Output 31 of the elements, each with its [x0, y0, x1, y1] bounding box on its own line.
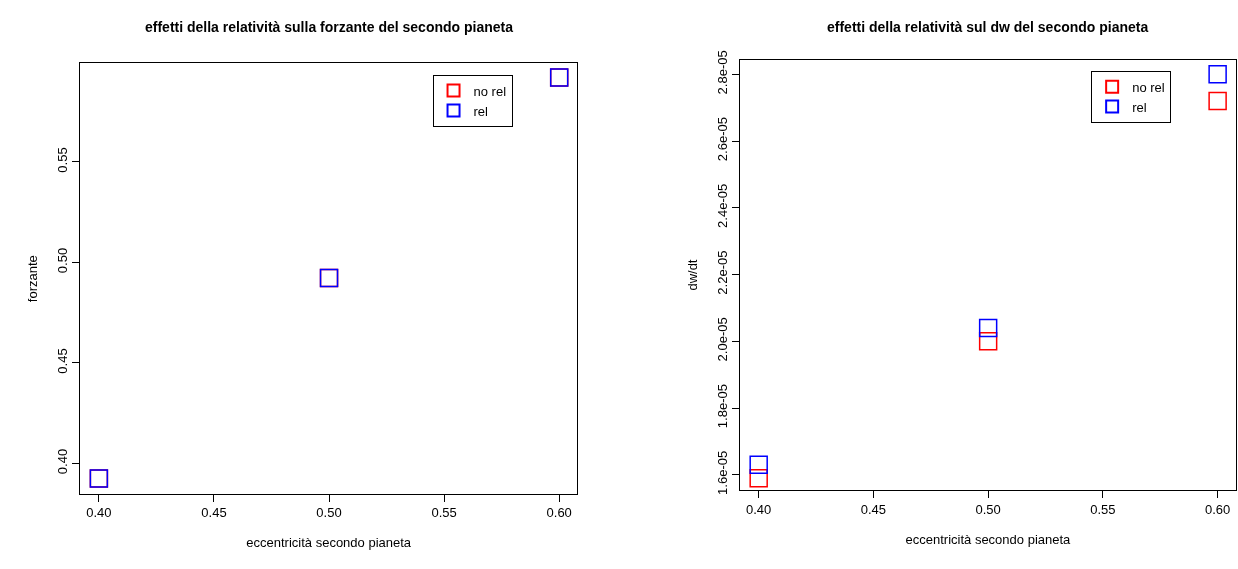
x-tick-label: 0.40 — [746, 502, 772, 518]
legend-label: no rel — [473, 83, 507, 99]
x-tick-label: 0.50 — [316, 505, 342, 521]
x-tick-label: 0.45 — [201, 505, 227, 521]
y-axis-title: forzante — [25, 255, 41, 303]
y-tick-label: 0.55 — [55, 147, 71, 173]
y-tick-label: 0.40 — [55, 448, 71, 475]
y-tick-label: 1.8e-05 — [715, 384, 731, 429]
x-tick-label: 0.55 — [1090, 502, 1116, 518]
y-tick-label: 1.6e-05 — [715, 450, 731, 495]
legend-label: rel — [1132, 99, 1147, 115]
y-tick-label: 2.2e-05 — [715, 250, 731, 295]
x-axis-title: eccentricità secondo pianeta — [246, 535, 412, 551]
x-tick-label: 0.45 — [860, 502, 887, 518]
y-tick-label: 0.50 — [55, 247, 71, 274]
x-tick-label: 0.60 — [1204, 502, 1231, 518]
y-tick-label: 0.45 — [55, 348, 71, 374]
legend-label: rel — [473, 103, 489, 119]
x-axis-title: eccentricità secondo pianeta — [905, 531, 1072, 547]
x-tick-label: 0.50 — [975, 502, 1001, 518]
y-tick-label: 2.0e-05 — [715, 317, 731, 362]
y-tick-label: 2.6e-05 — [715, 117, 731, 162]
chart-title: effetti della relatività sul dw del secondo pianeta — [827, 19, 1149, 35]
y-tick-label: 2.4e-05 — [715, 183, 731, 228]
x-tick-label: 0.55 — [431, 505, 457, 521]
x-tick-label: 0.40 — [86, 505, 112, 521]
y-axis-title: dw/dt — [685, 259, 701, 291]
legend-label: no rel — [1132, 79, 1165, 95]
chart-title: effetti della relatività sulla forzante del secondo pianeta — [145, 19, 514, 35]
x-tick-label: 0.60 — [546, 505, 572, 521]
y-tick-label: 2.8e-05 — [715, 50, 731, 95]
